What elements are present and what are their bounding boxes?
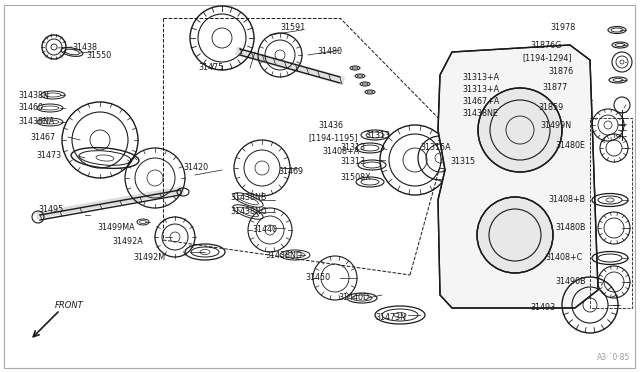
Text: 31492M: 31492M bbox=[133, 253, 165, 263]
Text: 31408+C: 31408+C bbox=[545, 253, 582, 263]
Text: 31438NC: 31438NC bbox=[230, 208, 266, 217]
Text: 31493: 31493 bbox=[530, 304, 555, 312]
Text: 31978: 31978 bbox=[550, 23, 575, 32]
Text: 31436: 31436 bbox=[318, 121, 343, 129]
Text: 31550: 31550 bbox=[86, 51, 111, 60]
Text: 31438NE: 31438NE bbox=[462, 109, 498, 119]
Text: 31313: 31313 bbox=[340, 157, 365, 167]
Text: 31495: 31495 bbox=[38, 205, 63, 215]
Text: 31438: 31438 bbox=[72, 42, 97, 51]
Text: 31440: 31440 bbox=[252, 225, 277, 234]
Text: 31313+A: 31313+A bbox=[462, 86, 499, 94]
Text: 31480B: 31480B bbox=[555, 224, 586, 232]
Text: 31450: 31450 bbox=[305, 273, 330, 282]
Text: 31438N: 31438N bbox=[18, 90, 49, 99]
Text: 31876G: 31876G bbox=[530, 41, 561, 49]
Text: 31467: 31467 bbox=[30, 132, 55, 141]
Circle shape bbox=[477, 197, 553, 273]
Text: 31313: 31313 bbox=[365, 131, 390, 140]
Circle shape bbox=[478, 88, 562, 172]
Text: 31313: 31313 bbox=[340, 144, 365, 153]
Text: 31499N: 31499N bbox=[540, 121, 571, 129]
Text: 31490B: 31490B bbox=[555, 278, 586, 286]
Text: [1194-1195]: [1194-1195] bbox=[308, 134, 358, 142]
Text: 31438ND: 31438ND bbox=[265, 250, 302, 260]
Text: 31877: 31877 bbox=[542, 83, 567, 93]
Text: 31408+A: 31408+A bbox=[322, 148, 359, 157]
Text: 31876: 31876 bbox=[548, 67, 573, 77]
Text: 31492A: 31492A bbox=[112, 237, 143, 247]
Text: 31438NA: 31438NA bbox=[18, 118, 54, 126]
Text: FRONT: FRONT bbox=[55, 301, 84, 310]
Text: 31408+B: 31408+B bbox=[548, 196, 585, 205]
Text: 31591: 31591 bbox=[280, 23, 305, 32]
Text: 31315: 31315 bbox=[450, 157, 475, 167]
Text: 31499MA: 31499MA bbox=[97, 224, 134, 232]
FancyBboxPatch shape bbox=[4, 5, 635, 368]
Text: 31475: 31475 bbox=[198, 64, 223, 73]
Text: 31480: 31480 bbox=[317, 48, 342, 57]
Text: 31438NB: 31438NB bbox=[230, 193, 266, 202]
Text: 31460: 31460 bbox=[18, 103, 43, 112]
Text: 31440D: 31440D bbox=[338, 294, 369, 302]
Text: A3·´0·85: A3·´0·85 bbox=[596, 353, 630, 362]
Text: 31473: 31473 bbox=[36, 151, 61, 160]
Text: 31508X: 31508X bbox=[340, 173, 371, 183]
Text: 31420: 31420 bbox=[183, 164, 208, 173]
Text: 31859: 31859 bbox=[538, 103, 563, 112]
Text: 31467+A: 31467+A bbox=[462, 97, 499, 106]
Text: 31315A: 31315A bbox=[420, 144, 451, 153]
Text: 31473N: 31473N bbox=[375, 314, 406, 323]
Text: 31469: 31469 bbox=[278, 167, 303, 176]
Text: [1194-1294]: [1194-1294] bbox=[522, 54, 572, 62]
Polygon shape bbox=[438, 45, 598, 308]
Text: 31313+A: 31313+A bbox=[462, 74, 499, 83]
Text: 31480E: 31480E bbox=[555, 141, 585, 150]
